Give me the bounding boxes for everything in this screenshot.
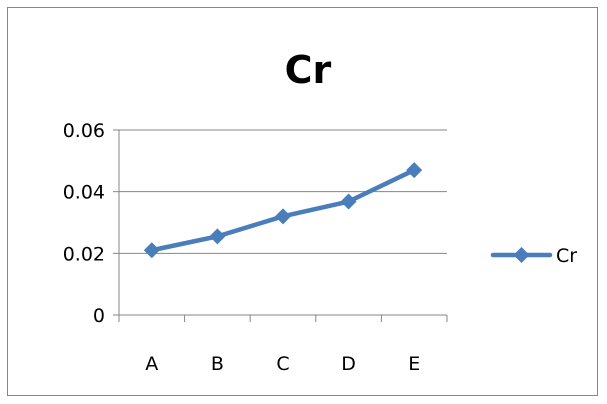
data-point-D: [340, 193, 357, 210]
x-tick-label-C: C: [276, 353, 289, 375]
chart-title: Cr: [285, 48, 332, 92]
x-tick-label-E: E: [408, 353, 420, 375]
y-tick-label-3: 0.06: [63, 120, 105, 142]
data-point-A: [143, 242, 160, 259]
y-tick-labels: 0 0.02 0.04 0.06: [63, 120, 105, 327]
data-point-C: [275, 208, 291, 225]
axes: [113, 129, 448, 322]
x-tick-labels: A B C D E: [145, 353, 420, 375]
legend-marker-Cr: [513, 247, 530, 263]
x-tick-label-D: D: [341, 353, 356, 375]
y-tick-label-1: 0.02: [63, 243, 105, 265]
data-point-E: [406, 162, 423, 179]
series-layer: [143, 162, 423, 259]
legend-label-Cr: Cr: [556, 245, 577, 267]
x-tick-label-B: B: [211, 353, 224, 375]
y-tick-label-2: 0.04: [63, 182, 105, 204]
legend: Cr: [490, 245, 577, 267]
y-tick-label-0: 0: [93, 305, 105, 327]
gridlines: [119, 129, 447, 254]
data-point-B: [209, 228, 226, 245]
chart-frame: [7, 7, 598, 396]
x-tick-label-A: A: [145, 353, 158, 375]
